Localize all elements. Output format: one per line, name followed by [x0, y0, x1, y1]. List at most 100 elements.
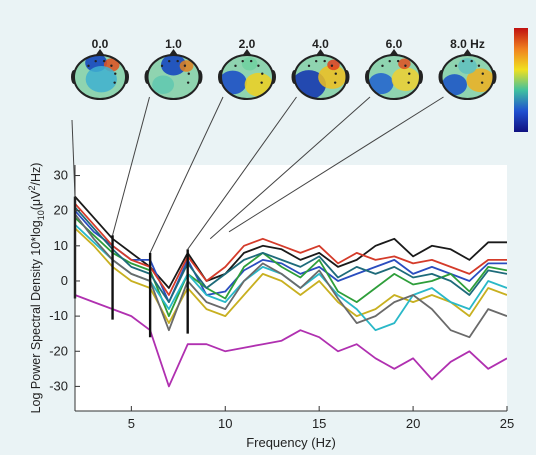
topomap-region	[221, 70, 247, 95]
series-line	[75, 294, 507, 388]
series-line	[75, 203, 507, 296]
electrode-dot	[333, 81, 337, 84]
topomap: 1.0	[144, 37, 203, 100]
electrode-dot	[234, 64, 237, 68]
x-tick-label: 20	[406, 416, 420, 431]
series-line	[75, 213, 507, 339]
head-outline	[146, 54, 201, 100]
electrode-dot	[114, 72, 117, 75]
electrode-dot	[176, 59, 179, 63]
series-line	[75, 196, 507, 289]
x-tick-label: 15	[312, 416, 326, 431]
electrode-dot	[110, 64, 113, 67]
topomap-region	[241, 57, 258, 71]
topomap-region	[466, 68, 494, 93]
y-tick-label: 30	[54, 168, 68, 183]
electrode-dot	[249, 59, 253, 63]
topomap-region	[442, 74, 467, 96]
topomap-label: 0.0	[92, 37, 109, 51]
electrode-dot	[462, 59, 465, 63]
topomap-label: 2.0	[239, 37, 256, 51]
electrode-dot	[94, 59, 97, 63]
series-line	[75, 227, 507, 325]
topomap-label: 4.0	[312, 37, 329, 51]
electrode-dot	[186, 81, 190, 84]
topomap-link-line	[149, 96, 224, 254]
topomap-link-line	[228, 96, 444, 233]
electrode-dot	[87, 64, 90, 68]
electrode-dot	[330, 64, 334, 67]
electrode-dot	[481, 72, 484, 75]
electrode-dot	[388, 59, 391, 63]
electrode-dot	[315, 59, 318, 63]
electrode-dot	[307, 64, 311, 68]
x-axis-label: Frequency (Hz)	[246, 435, 336, 450]
topomap-link-line	[209, 96, 371, 240]
series-line	[75, 206, 507, 304]
y-axis-label: Log Power Spectral Density 10*log10(μV2/…	[27, 163, 46, 414]
topomap-field	[368, 58, 420, 95]
topomap: 8.0 Hz	[438, 37, 497, 100]
topomap-region	[179, 60, 194, 72]
electrode-dot	[477, 64, 481, 67]
series-line	[75, 217, 507, 318]
electrode-dot	[102, 59, 106, 63]
head-outline	[220, 54, 274, 100]
head-outline	[73, 54, 127, 100]
ylabel-sup: 2	[27, 186, 37, 191]
series-line	[75, 210, 507, 304]
electrode-dot	[454, 64, 458, 68]
electrode-dot	[470, 59, 473, 63]
electrode-dot	[480, 81, 484, 84]
electrode-dot	[168, 59, 171, 63]
ylabel-main: Log Power Spectral Density 10*log	[29, 220, 43, 413]
electrode-dot	[407, 81, 410, 84]
topomap-link-line	[187, 96, 297, 250]
electrode-dot	[261, 72, 264, 75]
topomap-field	[152, 55, 194, 94]
topomap-region	[368, 73, 394, 95]
electrode-dot	[408, 72, 411, 75]
topomap-region	[318, 65, 347, 89]
y-tick-label: -10	[49, 308, 68, 323]
topomap-region	[244, 72, 273, 97]
electrode-dot	[160, 64, 164, 68]
electrode-dot	[183, 64, 187, 67]
electrode-dot	[323, 59, 326, 63]
electrode-dot	[113, 81, 116, 84]
electrode-dot	[241, 59, 244, 63]
head-outline	[440, 54, 495, 100]
electrode-dot	[381, 64, 384, 68]
y-tick-label: -30	[49, 378, 68, 393]
topomap-link-line	[112, 96, 150, 236]
electrode-dot	[257, 64, 260, 67]
topomap: 2.0	[218, 37, 276, 100]
topomap-label: 8.0 Hz	[450, 37, 485, 51]
topomap-label: 6.0	[386, 37, 403, 51]
topomap-region	[85, 66, 117, 93]
electrode-dot	[260, 81, 263, 84]
y-tick-label: 0	[61, 273, 68, 288]
ylabel-sub: 10	[36, 210, 46, 220]
topomap-region	[391, 67, 420, 92]
topomap-region	[327, 59, 340, 71]
colorbar	[514, 28, 528, 132]
topomap: 6.0	[365, 37, 423, 100]
topomap-region	[398, 58, 411, 70]
topomap-label: 1.0	[165, 37, 182, 51]
ylabel-tail: (μV	[29, 190, 43, 210]
topomap: 4.0	[291, 37, 350, 100]
y-tick-label: -20	[49, 343, 68, 358]
y-tick-label: 10	[54, 238, 68, 253]
x-tick-label: 5	[128, 416, 135, 431]
topomap-region	[161, 55, 186, 76]
electrode-dot	[187, 72, 190, 75]
electrode-dot	[404, 64, 407, 67]
topomap-field	[85, 55, 120, 93]
topomap-region	[458, 58, 477, 74]
topomap: 0.0	[71, 37, 129, 100]
electrode-dot	[396, 59, 400, 63]
topomap-region	[152, 75, 175, 94]
